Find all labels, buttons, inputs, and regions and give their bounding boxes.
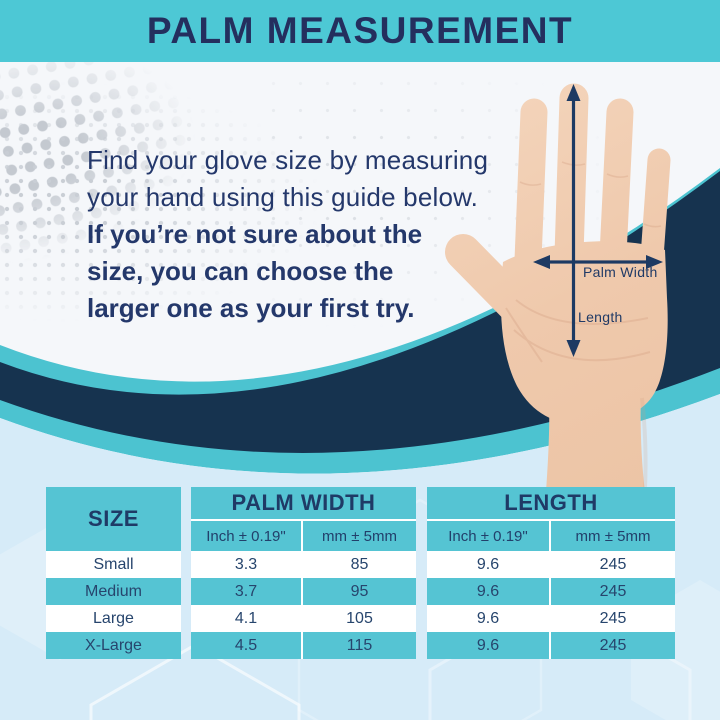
size-cell: Medium — [46, 578, 181, 605]
table-row: 9.6 245 — [427, 605, 675, 632]
table-row: 4.5 115 — [191, 632, 416, 659]
size-column-header: SIZE — [46, 487, 181, 551]
mm-subheader: mm ± 5mm — [551, 521, 675, 551]
wrist — [546, 392, 645, 492]
table-row: 9.6 245 — [427, 578, 675, 605]
pw-mm-cell: 95 — [303, 578, 416, 605]
palm-width-label: Palm Width — [583, 264, 658, 280]
table-row: Large — [46, 605, 181, 632]
table-row: Small — [46, 551, 181, 578]
table-row: 9.6 245 — [427, 632, 675, 659]
pw-mm-cell: 85 — [303, 551, 416, 578]
pw-mm-cell: 105 — [303, 605, 416, 632]
hand-shape — [445, 83, 671, 492]
inch-subheader: Inch ± 0.19" — [427, 521, 549, 551]
inch-subheader: Inch ± 0.19" — [191, 521, 301, 551]
len-inch-cell: 9.6 — [427, 605, 549, 632]
length-label: Length — [578, 309, 623, 325]
table-row: Medium — [46, 578, 181, 605]
page-title: PALM MEASUREMENT — [146, 10, 574, 51]
len-mm-cell: 245 — [551, 605, 675, 632]
len-inch-cell: 9.6 — [427, 632, 549, 659]
palm-width-header: PALM WIDTH — [191, 487, 416, 521]
title-bar: PALM MEASUREMENT — [0, 0, 720, 62]
table-row: X-Large — [46, 632, 181, 659]
size-cell: Small — [46, 551, 181, 578]
len-mm-cell: 245 — [551, 578, 675, 605]
size-cell: X-Large — [46, 632, 181, 659]
size-table: SIZE Small Medium Large X-Large PALM WID… — [46, 487, 675, 659]
length-header: LENGTH — [427, 487, 675, 521]
table-row: 9.6 245 — [427, 551, 675, 578]
table-row: 4.1 105 — [191, 605, 416, 632]
ring-finger — [599, 98, 634, 269]
index-finger — [514, 98, 548, 274]
pw-inch-cell: 4.5 — [191, 632, 301, 659]
column-gap — [416, 487, 427, 659]
mm-subheader: mm ± 5mm — [303, 521, 416, 551]
len-mm-cell: 245 — [551, 551, 675, 578]
length-subheader: Inch ± 0.19" mm ± 5mm — [427, 521, 675, 551]
pw-mm-cell: 115 — [303, 632, 416, 659]
pw-inch-cell: 3.3 — [191, 551, 301, 578]
table-row: 3.7 95 — [191, 578, 416, 605]
palm-width-column: PALM WIDTH Inch ± 0.19" mm ± 5mm 3.3 85 … — [191, 487, 416, 659]
len-inch-cell: 9.6 — [427, 578, 549, 605]
pw-inch-cell: 4.1 — [191, 605, 301, 632]
size-column: SIZE Small Medium Large X-Large — [46, 487, 181, 659]
palm-width-subheader: Inch ± 0.19" mm ± 5mm — [191, 521, 416, 551]
len-mm-cell: 245 — [551, 632, 675, 659]
length-column: LENGTH Inch ± 0.19" mm ± 5mm 9.6 245 9.6… — [427, 487, 675, 659]
table-row: 3.3 85 — [191, 551, 416, 578]
size-cell: Large — [46, 605, 181, 632]
column-gap — [181, 487, 191, 659]
pw-inch-cell: 3.7 — [191, 578, 301, 605]
len-inch-cell: 9.6 — [427, 551, 549, 578]
